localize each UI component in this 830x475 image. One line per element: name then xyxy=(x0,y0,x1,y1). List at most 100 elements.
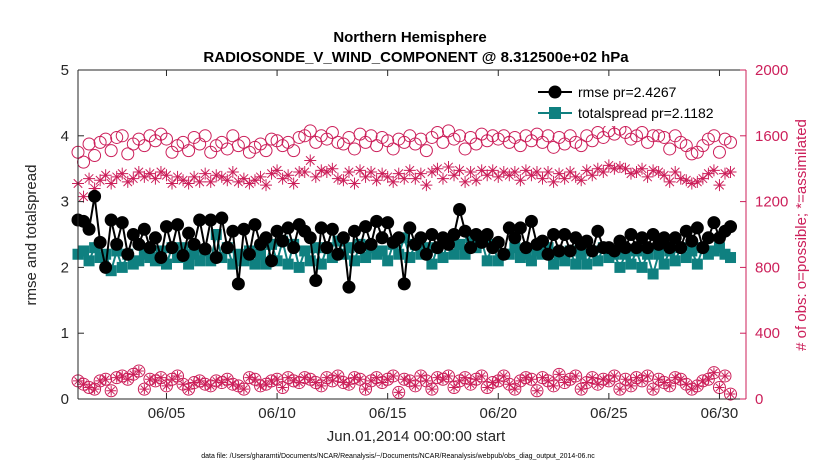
rmse-series xyxy=(71,189,738,294)
obs-assimilated-low-point xyxy=(443,370,454,381)
obs-assimilated-point xyxy=(431,162,444,175)
obs-assimilated-low-point xyxy=(100,374,111,385)
rmse-point xyxy=(99,260,113,274)
rmse-point xyxy=(347,224,361,238)
obs-possible-low-point xyxy=(99,372,113,386)
obs-assimilated-low-point xyxy=(465,379,476,390)
obs-assimilated-point xyxy=(392,167,405,180)
obs-assimilated-point xyxy=(503,169,516,182)
obs-possible-low-point xyxy=(104,384,118,398)
rmse-point xyxy=(536,234,550,248)
obs-possible-point xyxy=(663,142,677,156)
totalspread-point xyxy=(210,229,222,240)
obs-assimilated-point xyxy=(718,167,731,180)
obs-assimilated-point xyxy=(105,177,118,190)
rmse-point xyxy=(685,234,699,248)
rmse-point xyxy=(198,242,212,256)
obs-assimilated-point xyxy=(602,159,615,172)
obs-assimilated-point xyxy=(94,174,107,187)
obs-assimilated-point xyxy=(193,175,206,188)
obs-assimilated-point xyxy=(248,174,261,187)
obs-assimilated-point xyxy=(674,172,687,185)
obs-assimilated-low-point xyxy=(178,379,189,390)
obs-assimilated-point xyxy=(680,174,693,187)
obs-assimilated-low-point xyxy=(222,374,233,385)
totalspread-point xyxy=(702,248,714,260)
obs-assimilated-point xyxy=(724,165,737,178)
obs-assimilated-point xyxy=(226,165,239,178)
totalspread-point xyxy=(160,258,172,270)
totalspread-point xyxy=(144,252,156,264)
obs-counts-layer xyxy=(71,122,738,401)
obs-assimilated-point xyxy=(586,169,599,182)
x-ticks: 06/05 06/10 06/15 06/20 06/25 06/30 xyxy=(148,70,738,422)
totalspread-point xyxy=(360,252,372,264)
rmse-point xyxy=(419,247,433,261)
totalspread-point xyxy=(393,248,405,260)
rmse-point xyxy=(558,228,572,241)
totalspread-point xyxy=(127,258,139,270)
obs-assimilated-low-point xyxy=(570,370,581,381)
rmse-point xyxy=(414,231,428,245)
totalspread-point xyxy=(282,258,294,270)
obs-assimilated-point xyxy=(210,169,223,182)
rmse-point xyxy=(585,244,599,258)
totalspread-point xyxy=(454,238,466,250)
obs-possible-point xyxy=(82,137,96,151)
obs-possible-point xyxy=(115,129,129,143)
rmse-point xyxy=(607,244,621,258)
obs-assimilated-low-point xyxy=(725,389,736,400)
obs-assimilated-point xyxy=(613,161,626,174)
obs-assimilated-point xyxy=(342,165,355,178)
rmse-point xyxy=(668,231,682,245)
rmse-point xyxy=(701,231,715,245)
rmse-point xyxy=(381,216,395,230)
obs-possible-point xyxy=(226,129,240,143)
obs-assimilated-low-point xyxy=(238,384,249,395)
obs-assimilated-point xyxy=(138,170,151,183)
rmse-point xyxy=(547,228,561,241)
obs-possible-point xyxy=(137,139,151,153)
obs-possible-low-point xyxy=(237,382,251,396)
obs-assimilated-point xyxy=(99,169,112,182)
totalspread-point xyxy=(183,258,195,270)
totalspread-point xyxy=(492,255,504,267)
obs-assimilated-low-point xyxy=(603,375,614,386)
rmse-point xyxy=(580,234,594,248)
obs-assimilated-low-point xyxy=(498,370,509,381)
rmse-point xyxy=(375,231,389,245)
rmse-point xyxy=(690,221,704,235)
rmse-point xyxy=(231,277,245,291)
rmse-point xyxy=(88,189,102,203)
obs-assimilated-point xyxy=(315,164,328,177)
obs-assimilated-point xyxy=(370,174,383,187)
totalspread-point xyxy=(636,261,648,273)
obs-assimilated-low-point xyxy=(393,387,404,398)
obs-assimilated-point xyxy=(188,170,201,183)
totalspread-point xyxy=(459,248,471,260)
obs-assimilated-low-point xyxy=(692,380,703,391)
rmse-point xyxy=(104,213,118,227)
obs-possible-point xyxy=(99,132,113,146)
rmse-point xyxy=(182,226,196,240)
obs-possible-point xyxy=(303,124,317,138)
rmse-point xyxy=(226,224,240,238)
rmse-point xyxy=(325,222,339,236)
obs-assimilated-point xyxy=(497,165,510,178)
obs-assimilated-low-point xyxy=(625,380,636,391)
obs-possible-low-point xyxy=(425,382,439,396)
obs-possible-point xyxy=(88,149,102,163)
totalspread-point xyxy=(658,258,670,270)
obs-assimilated-low-point xyxy=(708,367,719,378)
totalspread-point xyxy=(227,258,239,270)
obs-assimilated-low-point xyxy=(531,385,542,396)
obs-assimilated-point xyxy=(492,170,505,183)
rmse-point xyxy=(154,251,168,265)
x-tick-label: 06/05 xyxy=(148,405,186,422)
obs-assimilated-point xyxy=(630,165,643,178)
obs-assimilated-low-point xyxy=(620,374,631,385)
obs-assimilated-low-point xyxy=(504,379,515,390)
obs-assimilated-point xyxy=(177,174,190,187)
totalspread-point xyxy=(310,242,322,254)
obs-assimilated-point xyxy=(685,177,698,190)
